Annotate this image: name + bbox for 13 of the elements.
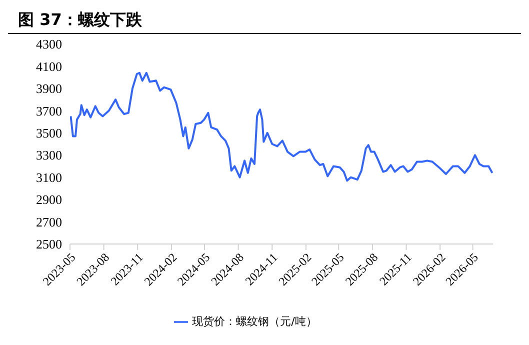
y-tick-label: 4300 <box>36 36 62 52</box>
y-tick-label: 2700 <box>36 214 62 230</box>
y-tick-label: 2900 <box>36 192 62 208</box>
y-tick-label: 3700 <box>36 103 62 118</box>
y-tick-label: 4100 <box>36 58 62 74</box>
y-tick-label: 2500 <box>36 236 62 252</box>
legend-label: 现货价：螺纹钢（元/吨） <box>192 315 317 328</box>
y-tick-label: 3900 <box>36 81 62 96</box>
chart-title: 图 37：螺纹下跌 <box>8 8 521 34</box>
y-tick-label: 3100 <box>36 170 62 185</box>
y-tick-label: 3300 <box>36 148 62 163</box>
line-series <box>70 72 493 182</box>
y-tick-label: 3500 <box>36 126 62 141</box>
